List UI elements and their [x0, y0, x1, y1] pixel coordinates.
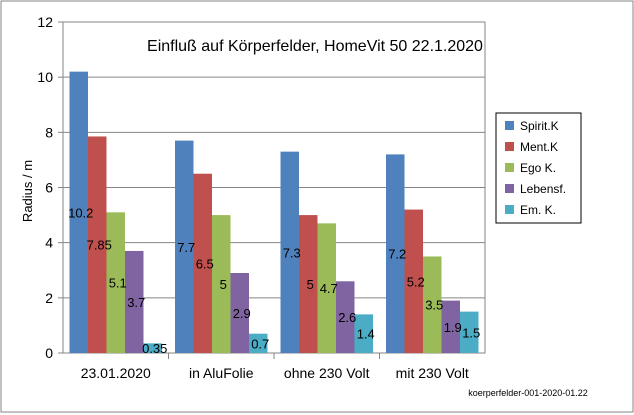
- y-tick-label: 4: [45, 235, 53, 251]
- bar-emk: [143, 343, 162, 353]
- legend-swatch: [505, 205, 514, 214]
- bar-egok: [212, 215, 231, 353]
- bar-spiritk: [69, 71, 88, 354]
- data-labels: 10.2 7.85 5.13.7 0.35 7.76.5 5 2.90.7 7.3 5 4.72.…: [68, 205, 480, 356]
- bar-spiritk: [280, 151, 299, 353]
- data-label: 1.4: [357, 327, 375, 342]
- legend-swatch: [505, 163, 514, 172]
- data-label: 5: [220, 277, 227, 292]
- legend-swatch: [505, 184, 514, 193]
- bar-emk: [249, 333, 268, 353]
- legend-label: Ment.K: [520, 140, 558, 154]
- legend: Spirit.K Ment.K Ego K. Lebensf. Em. K.: [495, 112, 582, 224]
- legend-swatch: [505, 142, 514, 151]
- legend-label: Ego K.: [520, 161, 556, 175]
- data-label: 2.6: [338, 310, 356, 325]
- data-label: 7.3: [283, 245, 301, 260]
- bar-mentk: [193, 173, 212, 353]
- bars: [69, 71, 479, 354]
- legend-swatch: [505, 121, 514, 130]
- bar-emk: [460, 311, 479, 353]
- bar-lebensf: [230, 273, 249, 353]
- data-label: 5: [307, 277, 314, 292]
- data-label: 6.5: [196, 256, 214, 271]
- x-tick-label: ohne 230 Volt: [284, 365, 370, 381]
- axes: 0 2 4 6 8 10 12 23.01.2020 in AluFolie ohne 230 V…: [37, 14, 469, 381]
- y-tick-label: 12: [37, 14, 53, 30]
- y-tick-label: 10: [37, 69, 53, 85]
- bar-mentk: [88, 136, 107, 353]
- data-label: 0.7: [251, 336, 269, 351]
- data-label: 1.9: [444, 320, 462, 335]
- data-label: 4.7: [320, 281, 338, 296]
- y-tick-label: 8: [45, 124, 53, 140]
- bar-lebensf: [125, 250, 144, 353]
- data-label: 3.7: [127, 295, 145, 310]
- data-label: 0.35: [142, 341, 167, 356]
- legend-label: Lebensf.: [520, 182, 566, 196]
- x-tick-label: in AluFolie: [189, 365, 254, 381]
- bar-emk: [354, 314, 373, 353]
- bar-mentk: [404, 209, 423, 353]
- y-axis-title: Radius / m: [20, 160, 35, 222]
- bar-spiritk: [175, 140, 194, 353]
- bar-lebensf: [441, 300, 460, 353]
- data-label: 7.7: [177, 240, 195, 255]
- bar-egok: [106, 212, 125, 353]
- x-tick-label: mit 230 Volt: [396, 365, 469, 381]
- data-label: 7.85: [87, 238, 112, 253]
- bar-spiritk: [386, 154, 405, 353]
- data-label: 1.5: [462, 325, 480, 340]
- data-label: 5.2: [407, 274, 425, 289]
- y-tick-label: 2: [45, 290, 53, 306]
- legend-label: Em. K.: [520, 203, 556, 217]
- source-label: koerperfelder-001-2020-01.22: [468, 388, 588, 398]
- y-tick-label: 6: [45, 180, 53, 196]
- y-tick-label: 0: [45, 345, 53, 361]
- data-label: 5.1: [109, 276, 127, 291]
- data-label: 10.2: [68, 205, 93, 220]
- bar-lebensf: [336, 281, 355, 353]
- legend-label: Spirit.K: [520, 119, 559, 133]
- bar-egok: [317, 223, 336, 353]
- x-tick-label: 23.01.2020: [81, 365, 151, 381]
- chart-title: Einfluß auf Körperfelder, HomeVit 50 22.…: [147, 38, 483, 55]
- data-label: 7.2: [388, 247, 406, 262]
- bar-egok: [423, 256, 442, 353]
- data-label: 3.5: [425, 298, 443, 313]
- data-label: 2.9: [233, 306, 251, 321]
- bar-mentk: [299, 215, 318, 353]
